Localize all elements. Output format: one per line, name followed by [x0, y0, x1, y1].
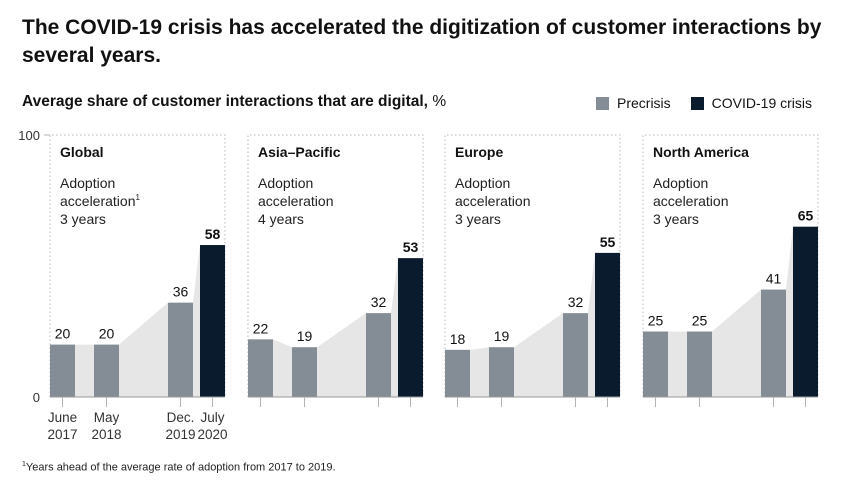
data-label-north-america-2: 41: [766, 271, 782, 287]
bar-europe-0: [445, 349, 470, 397]
subtitle-text: Average share of customer interactions t…: [22, 93, 428, 110]
chart-title: The COVID-19 crisis has accelerated the …: [22, 16, 822, 67]
data-label-asia-pacific-1: 19: [297, 328, 313, 344]
bar-europe-2: [563, 313, 588, 397]
data-label-asia-pacific-3: 53: [403, 239, 419, 255]
bar-asia-pacific-0: [248, 339, 273, 397]
panel-note-line3-north-america: 3 years: [653, 211, 699, 227]
panel-note-line3-asia-pacific: 4 years: [258, 211, 304, 227]
legend-swatch-precrisis: [596, 96, 609, 110]
legend-item-crisis: COVID-19 crisis: [690, 95, 813, 111]
panel-note-line3-global: 3 years: [60, 211, 106, 227]
bar-global-0: [50, 344, 75, 397]
x-label-bottom-0: 2017: [47, 427, 77, 442]
bar-global-3: [200, 245, 225, 397]
panel-title-europe: Europe: [455, 144, 503, 160]
x-label-bottom-2: 2019: [165, 427, 195, 442]
x-label-bottom-3: 2020: [197, 427, 227, 442]
chart-subtitle: Average share of customer interactions t…: [22, 93, 446, 111]
area-global: [50, 245, 225, 397]
data-label-europe-0: 18: [450, 331, 466, 347]
bar-north-america-1: [687, 331, 712, 397]
data-label-europe-2: 32: [568, 294, 584, 310]
bar-europe-3: [595, 252, 620, 397]
panel-note-mark-global: 1: [136, 193, 141, 202]
panel-note-line2-europe: acceleration: [455, 193, 531, 209]
data-label-europe-3: 55: [600, 234, 616, 250]
x-label-bottom-1: 2018: [91, 427, 121, 442]
bar-asia-pacific-2: [366, 313, 391, 397]
panel-title-asia-pacific: Asia–Pacific: [258, 144, 341, 160]
panel-note-line1-europe: Adoption: [455, 175, 510, 191]
data-label-europe-1: 19: [494, 328, 510, 344]
legend: Precrisis COVID-19 crisis: [596, 95, 832, 111]
panel-note-line1-asia-pacific: Adoption: [258, 175, 313, 191]
panel-note-line2-global: acceleration1: [60, 193, 141, 209]
data-label-asia-pacific-2: 32: [371, 294, 387, 310]
subtitle-unit: %: [432, 93, 447, 110]
legend-label-precrisis: Precrisis: [617, 95, 671, 111]
data-label-global-0: 20: [55, 326, 71, 342]
bar-global-1: [94, 344, 119, 397]
panel-note-line2-asia-pacific: acceleration: [258, 193, 334, 209]
area-asia-pacific: [248, 258, 423, 397]
y-tick-label-100: 100: [18, 128, 40, 143]
footnote-text: Years ahead of the average rate of adopt…: [25, 461, 336, 474]
data-label-global-1: 20: [99, 326, 115, 342]
data-label-asia-pacific-0: 22: [253, 320, 269, 336]
data-label-north-america-1: 25: [692, 313, 708, 329]
footnote-mark: 1: [22, 461, 26, 468]
bar-europe-1: [489, 347, 514, 397]
panel-note-line1-north-america: Adoption: [653, 175, 708, 191]
bar-asia-pacific-3: [398, 258, 423, 397]
legend-label-crisis: COVID-19 crisis: [711, 95, 813, 111]
legend-item-precrisis: Precrisis: [596, 95, 671, 111]
bar-north-america-3: [793, 226, 818, 397]
data-label-global-2: 36: [173, 284, 189, 300]
x-label-top-3: July: [200, 410, 224, 425]
panel-title-north-america: North America: [653, 144, 749, 160]
data-label-global-3: 58: [205, 226, 221, 242]
bar-asia-pacific-1: [292, 347, 317, 397]
bar-north-america-0: [643, 331, 668, 397]
bar-global-2: [168, 302, 193, 397]
x-label-top-1: May: [94, 410, 120, 425]
bar-north-america-2: [761, 289, 786, 397]
data-label-north-america-0: 25: [648, 313, 664, 329]
data-label-north-america-3: 65: [798, 208, 814, 224]
y-tick-label-0: 0: [33, 390, 40, 405]
area-north-america: [643, 226, 818, 397]
panel-title-global: Global: [60, 144, 104, 160]
panel-note-line2-north-america: acceleration: [653, 193, 729, 209]
x-label-top-0: June: [48, 410, 77, 425]
panel-note-line1-global: Adoption: [60, 175, 115, 191]
area-europe: [445, 252, 620, 397]
panel-note-line3-europe: 3 years: [455, 211, 501, 227]
legend-swatch-crisis: [690, 96, 704, 110]
footnote: 1Years ahead of the average rate of adop…: [22, 461, 336, 474]
x-label-top-2: Dec.: [167, 410, 195, 425]
